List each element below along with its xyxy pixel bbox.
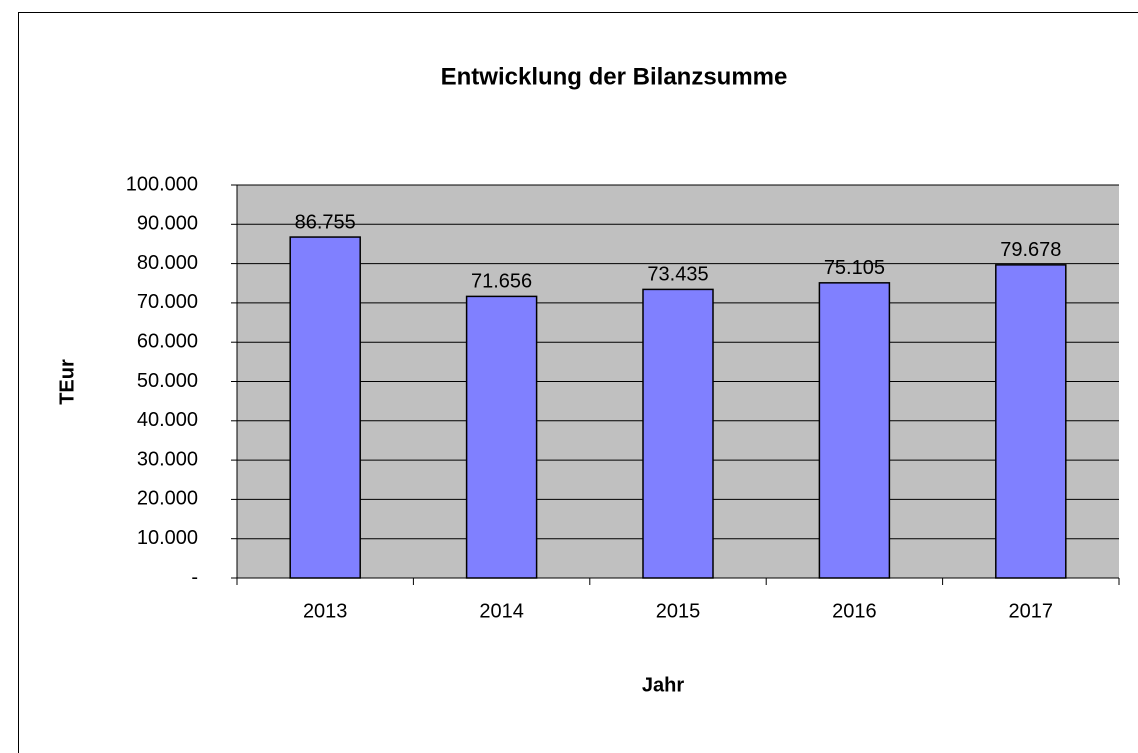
chart-title: Entwicklung der Bilanzsumme (441, 63, 788, 90)
value-label: 71.656 (471, 271, 532, 293)
value-label: 73.435 (647, 264, 708, 286)
x-tick-label: 2013 (303, 600, 348, 622)
x-tick-label: 2017 (1009, 600, 1054, 622)
y-tick-label: - (191, 566, 198, 588)
y-tick-label: 40.000 (137, 409, 198, 431)
x-tick-label: 2015 (656, 600, 701, 622)
y-tick-label: 60.000 (137, 330, 198, 352)
y-tick-label: 70.000 (137, 291, 198, 313)
y-tick-label: 30.000 (137, 448, 198, 470)
bar (642, 288, 714, 579)
y-tick-label: 100.000 (126, 173, 198, 195)
y-axis-label: TEur (56, 359, 78, 405)
bar (465, 295, 538, 579)
value-label: 79.678 (1000, 239, 1061, 261)
x-tick-label: 2014 (479, 600, 524, 622)
y-tick-label: 20.000 (137, 488, 198, 510)
bar (289, 236, 361, 579)
x-axis-label: Jahr (642, 674, 684, 696)
bar (995, 264, 1067, 579)
x-tick-label: 2016 (832, 600, 877, 622)
y-tick-label: 10.000 (137, 527, 198, 549)
value-label: 75.105 (824, 257, 885, 279)
value-label: 86.755 (295, 211, 356, 233)
y-tick-label: 80.000 (137, 252, 198, 274)
y-tick-label: 50.000 (137, 370, 198, 392)
y-tick-label: 90.000 (137, 213, 198, 235)
bar (818, 282, 891, 579)
